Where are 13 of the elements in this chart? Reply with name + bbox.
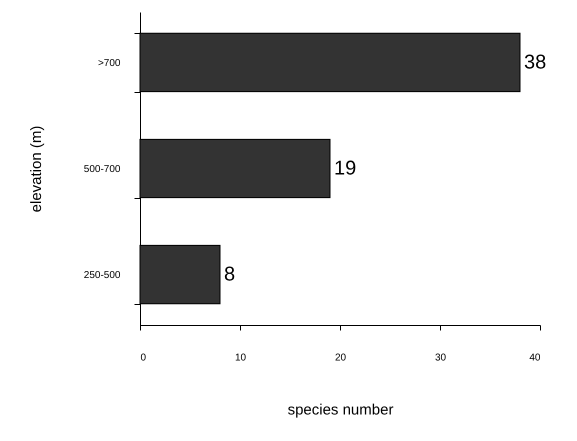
y-tick-label: 250-500 <box>84 270 121 282</box>
y-tick-label: 500-700 <box>84 164 121 175</box>
x-tick-label: 0 <box>140 352 146 364</box>
x-tick-label: 30 <box>434 352 446 364</box>
x-tick-label: 40 <box>529 352 541 364</box>
data-label: 38 <box>524 51 546 74</box>
data-label: 8 <box>224 264 236 286</box>
x-tick-label: 10 <box>234 352 246 364</box>
x-tick-label: 20 <box>334 352 346 364</box>
y-tick-label: >700 <box>98 58 121 69</box>
x-axis-title: species number <box>288 402 394 418</box>
data-label: 19 <box>334 158 356 180</box>
y-axis-title: elevation (m) <box>28 126 45 212</box>
